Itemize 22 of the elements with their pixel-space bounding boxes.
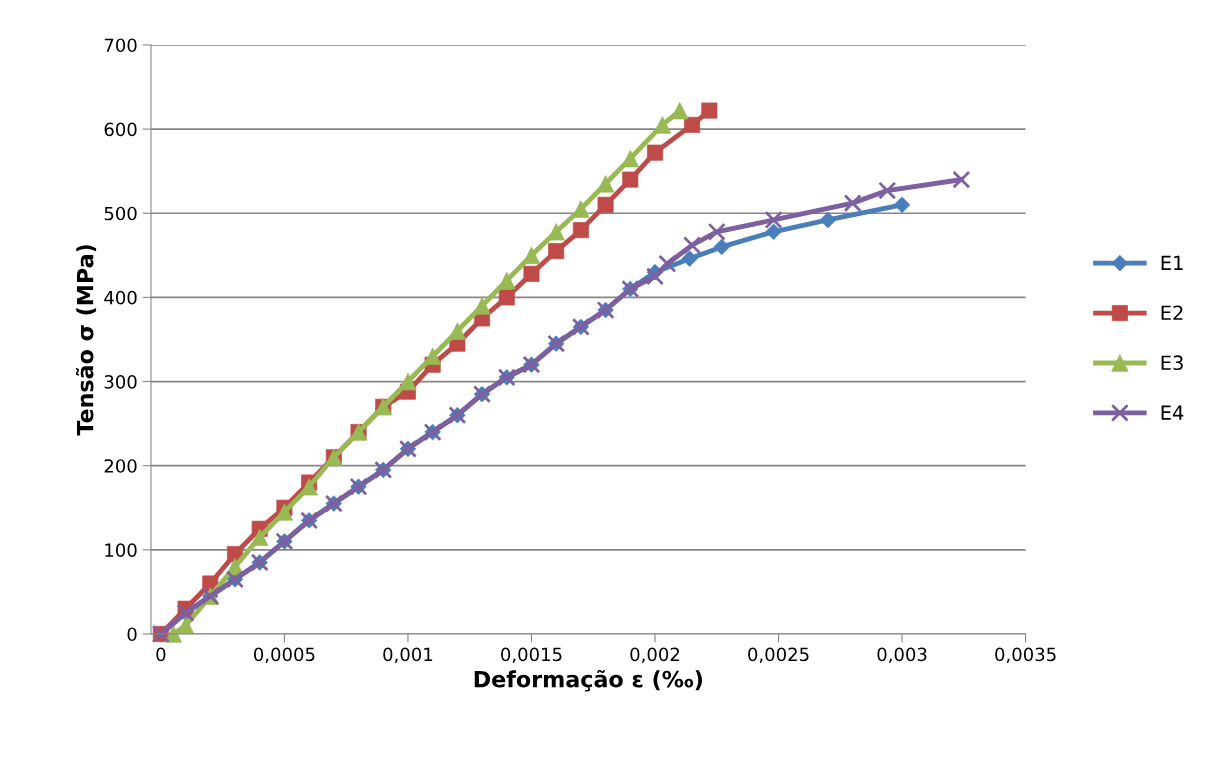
y-tick-label: 100 <box>105 543 137 557</box>
y-tick-label: 0 <box>127 627 137 642</box>
y-tick-label: 700 <box>104 38 137 53</box>
y-tick-label: 400 <box>104 290 137 305</box>
y-tick-label: 200 <box>104 459 137 473</box>
y-axis-title: Tensão σ (MPa) <box>75 245 97 436</box>
x-tick-label: 0,0025 <box>748 647 809 663</box>
x-tick-label: 0,0035 <box>995 647 1056 663</box>
legend-label: E4 <box>1161 405 1184 420</box>
x-tick-label: 0,002 <box>630 647 680 663</box>
x-tick-label: 0 <box>156 647 166 662</box>
x-axis-title: Deformação ε (‰) <box>474 669 702 692</box>
x-tick-label: 0,001 <box>383 647 433 663</box>
y-tick-label: 500 <box>104 206 137 221</box>
y-tick-label: 600 <box>104 122 137 137</box>
x-tick-label: 0,0015 <box>501 647 562 663</box>
legend-label: E3 <box>1161 355 1183 371</box>
legend-label: E1 <box>1161 255 1183 270</box>
x-tick-label: 0,0005 <box>254 647 315 663</box>
x-tick-label: 0,003 <box>877 647 927 663</box>
y-tick-label: 300 <box>104 375 137 389</box>
legend-label: E2 <box>1161 305 1183 320</box>
